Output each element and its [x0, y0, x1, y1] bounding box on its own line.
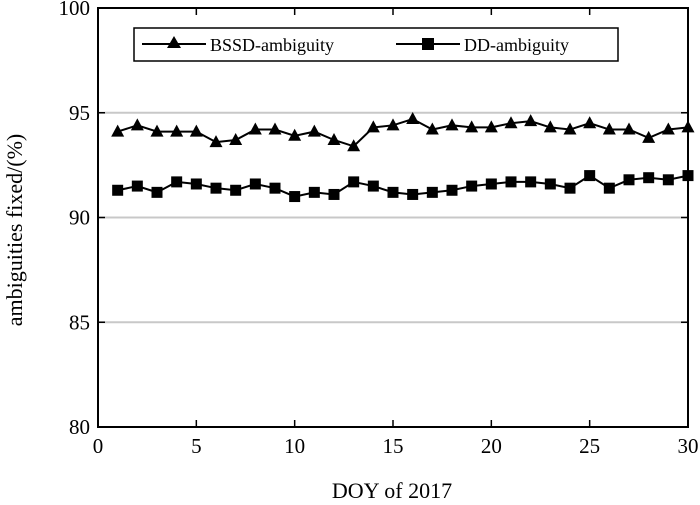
- data-point-square: [446, 184, 458, 196]
- data-point-triangle: [366, 120, 380, 133]
- data-point-triangle: [524, 114, 538, 127]
- x-axis-label: DOY of 2017: [332, 478, 452, 503]
- legend-box: [133, 27, 619, 62]
- data-point-triangle: [484, 120, 498, 133]
- data-point-triangle: [130, 118, 144, 131]
- y-axis-label: ambiguities fixed/(%): [2, 134, 27, 326]
- data-point-triangle: [111, 124, 125, 137]
- y-tick-label: 90: [69, 206, 90, 230]
- data-point-square: [230, 184, 242, 196]
- axis-ticks: [97, 7, 689, 428]
- data-point-square: [564, 182, 576, 194]
- data-point-triangle: [465, 120, 479, 133]
- legend-label-bssd: BSSD-ambiguity: [210, 35, 334, 55]
- x-tick-label: 25: [579, 434, 600, 458]
- x-tick-label: 15: [383, 434, 404, 458]
- data-point-square: [112, 184, 124, 196]
- data-point-square: [131, 180, 143, 192]
- data-point-triangle: [583, 116, 597, 129]
- legend-label-dd: DD-ambiguity: [464, 35, 569, 55]
- x-tick-label: 20: [481, 434, 502, 458]
- data-point-triangle: [229, 132, 243, 145]
- x-tick-label: 30: [678, 434, 699, 458]
- y-tick-label: 95: [69, 101, 90, 125]
- data-point-triangle: [406, 112, 420, 125]
- data-point-square: [387, 186, 399, 198]
- data-point-square: [249, 178, 261, 190]
- data-point-square: [328, 188, 340, 200]
- x-tick-label: 10: [284, 434, 305, 458]
- data-point-square: [584, 170, 596, 182]
- tick-labels: 80 85 90 95 100 0 5 10 15 20 25 30: [59, 0, 699, 458]
- data-point-triangle: [268, 122, 282, 135]
- data-point-square: [662, 174, 674, 186]
- data-point-square: [171, 176, 183, 188]
- data-point-square: [466, 180, 478, 192]
- data-point-square: [544, 178, 556, 190]
- data-point-square: [190, 178, 202, 190]
- data-point-triangle: [622, 122, 636, 135]
- legend-marker-triangle-icon: [167, 36, 181, 48]
- grid-lines: [98, 111, 688, 324]
- data-point-triangle: [248, 122, 262, 135]
- data-point-triangle: [642, 130, 656, 143]
- x-tick-label: 5: [191, 434, 202, 458]
- legend-marker-square-icon: [422, 38, 434, 50]
- data-point-triangle: [504, 116, 518, 129]
- data-point-triangle: [425, 122, 439, 135]
- data-point-square: [485, 178, 497, 190]
- data-point-square: [643, 172, 655, 184]
- data-point-square: [269, 182, 281, 194]
- data-point-triangle: [209, 135, 223, 148]
- data-point-triangle: [661, 122, 675, 135]
- data-point-square: [289, 191, 301, 203]
- x-tick-label: 0: [93, 434, 104, 458]
- data-point-square: [603, 182, 615, 194]
- legend: BSSD-ambiguity DD-ambiguity: [133, 27, 619, 62]
- data-point-square: [151, 186, 163, 198]
- data-point-triangle: [150, 124, 164, 137]
- data-point-triangle: [170, 124, 184, 137]
- data-point-square: [308, 186, 320, 198]
- y-tick-label: 80: [69, 415, 90, 439]
- data-point-triangle: [327, 132, 341, 145]
- data-point-triangle: [307, 124, 321, 137]
- data-point-triangle: [347, 139, 361, 152]
- series-line-1: [117, 174, 689, 198]
- data-point-triangle: [386, 118, 400, 131]
- data-point-square: [407, 188, 419, 200]
- data-point-square: [426, 186, 438, 198]
- data-point-square: [623, 174, 635, 186]
- series-markers: [111, 112, 695, 203]
- data-point-square: [505, 176, 517, 188]
- data-point-triangle: [543, 120, 557, 133]
- data-point-square: [348, 176, 360, 188]
- data-point-triangle: [602, 122, 616, 135]
- data-point-triangle: [445, 118, 459, 131]
- y-tick-label: 100: [59, 0, 91, 20]
- data-point-triangle: [563, 122, 577, 135]
- data-point-triangle: [189, 124, 203, 137]
- data-point-triangle: [288, 128, 302, 141]
- series-line-0: [117, 117, 689, 148]
- data-point-square: [367, 180, 379, 192]
- series-lines: [117, 117, 689, 198]
- data-point-square: [210, 182, 222, 194]
- y-tick-label: 85: [69, 310, 90, 334]
- data-point-square: [525, 176, 537, 188]
